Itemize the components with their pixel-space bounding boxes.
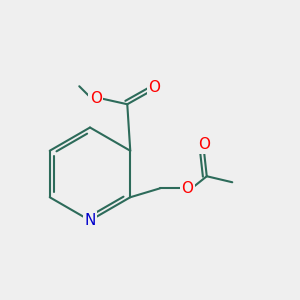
Text: N: N — [84, 213, 96, 228]
Text: O: O — [90, 91, 102, 106]
Text: O: O — [198, 137, 210, 152]
Text: O: O — [181, 181, 193, 196]
Text: O: O — [148, 80, 160, 95]
